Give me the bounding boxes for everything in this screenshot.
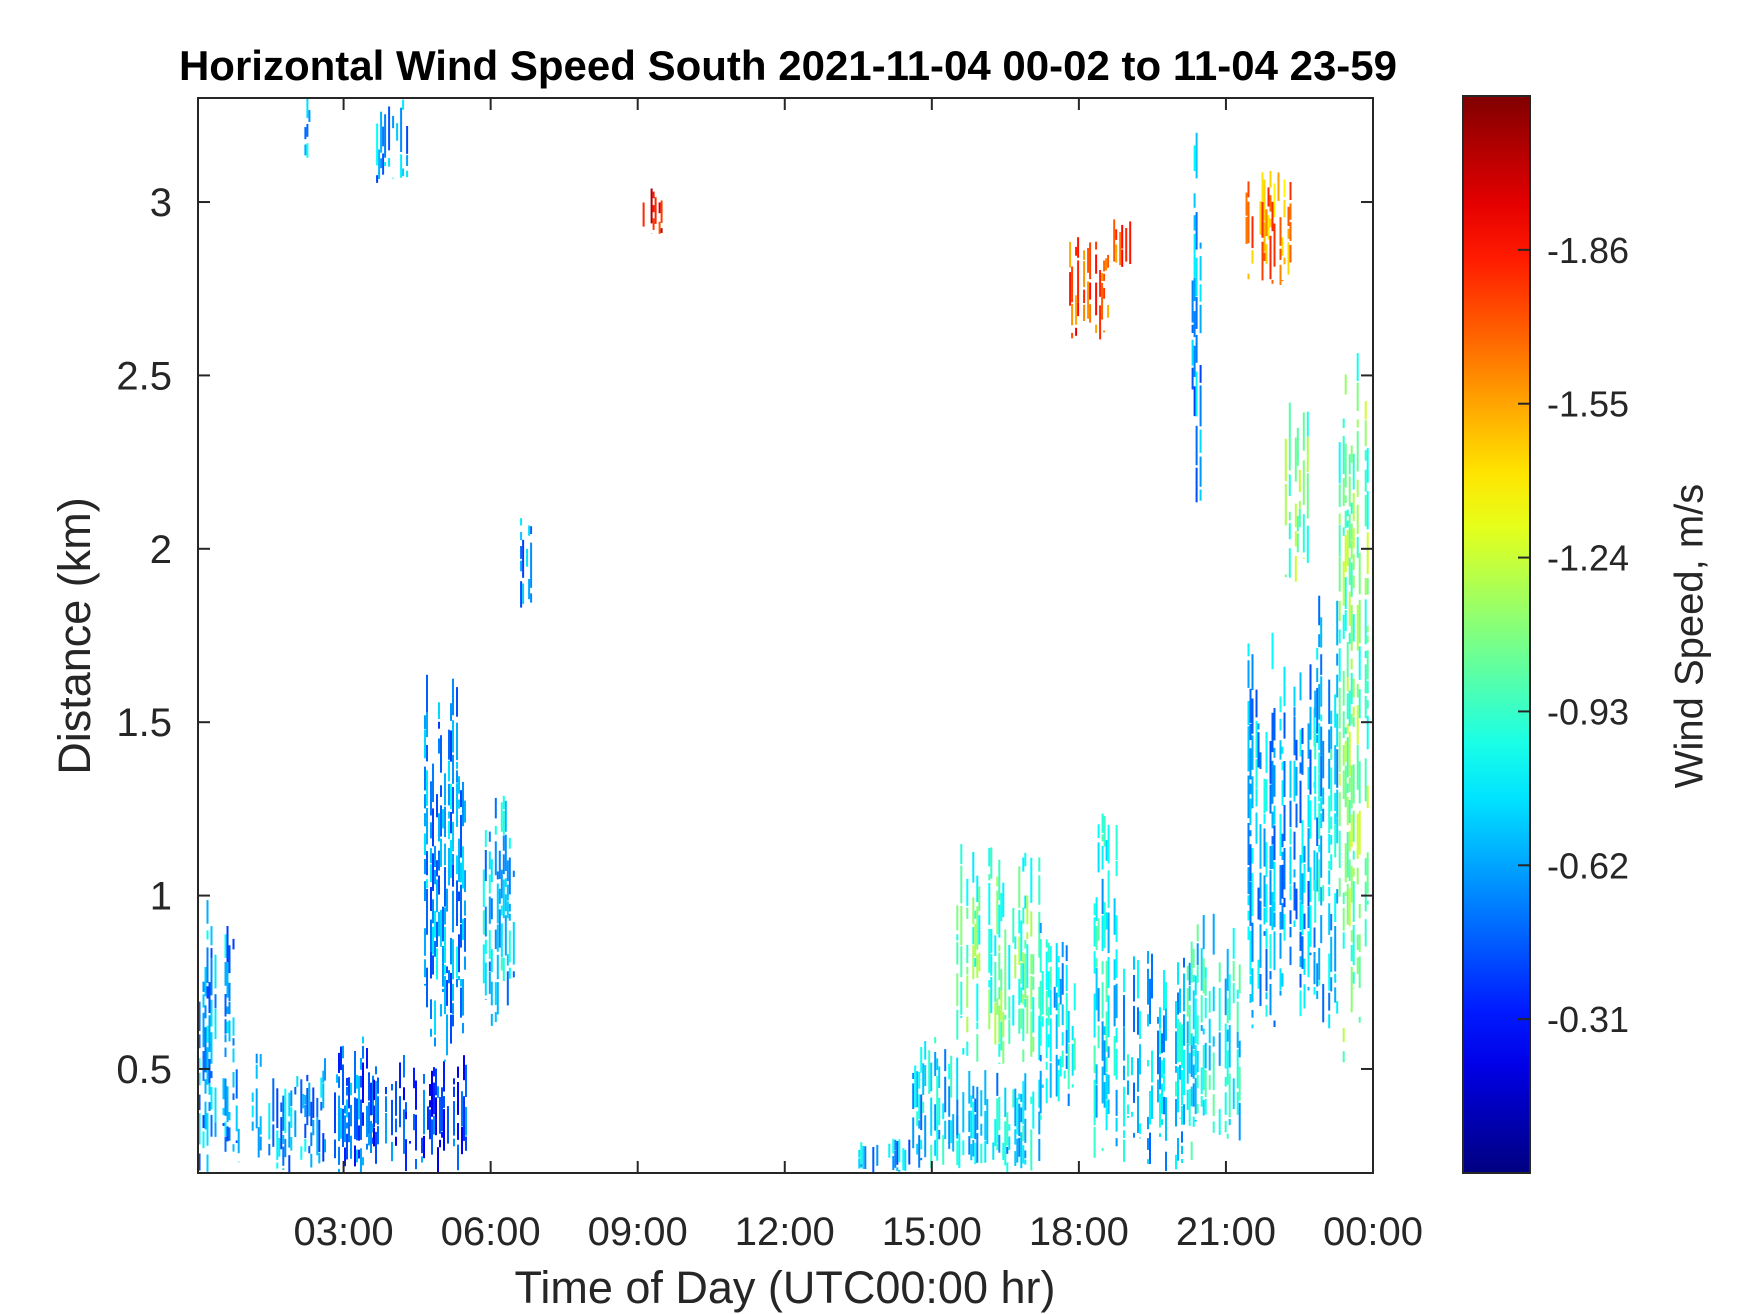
colorbar-tick-label: -1.86 [1547, 230, 1629, 271]
y-tick-label: 0.5 [116, 1048, 172, 1092]
colorbar [1463, 96, 1530, 1173]
x-tick-label: 09:00 [588, 1210, 688, 1254]
data-region-19 [1069, 237, 1109, 339]
data-region-3 [324, 1037, 374, 1173]
data-region-23 [1248, 633, 1316, 1029]
y-tick-label: 1 [150, 875, 172, 919]
data-region-20 [1113, 219, 1131, 267]
data-region-11 [858, 1139, 910, 1173]
data-region-14 [956, 844, 1040, 1064]
data-region-21 [1192, 133, 1202, 503]
data-region-4 [373, 1055, 467, 1173]
colorbar-tick-label: -1.24 [1547, 538, 1629, 579]
x-axis-ticks: 03:00 06:00 09:00 12:00 15:00 18:00 21:00 00:00 [294, 98, 1424, 1254]
data-region-7 [304, 98, 310, 158]
data-region-12 [912, 1037, 958, 1170]
x-tick-label: 12:00 [735, 1210, 835, 1254]
x-tick-label: 18:00 [1029, 1210, 1129, 1254]
data-region-18 [1187, 914, 1241, 1160]
colorbar-ticks: -0.31 -0.62 -0.93 -1.24 -1.55 -1.86 [1518, 230, 1629, 1040]
y-axis-label: Distance (km) [49, 497, 101, 775]
x-tick-label: 06:00 [441, 1210, 541, 1254]
data-region-26 [1339, 353, 1375, 1062]
x-tick-label: 15:00 [882, 1210, 982, 1254]
colorbar-label: Wind Speed, m/s [1668, 484, 1713, 789]
data-region-22 [1246, 171, 1292, 285]
x-tick-label: 21:00 [1176, 1210, 1276, 1254]
data-region-24 [1285, 403, 1309, 582]
colorbar-tick-label: -0.62 [1547, 845, 1629, 886]
x-tick-label: 00:00 [1323, 1210, 1423, 1254]
data-region-1 [236, 1054, 262, 1163]
data-region-13 [956, 1070, 1040, 1172]
data-region-15 [1040, 923, 1076, 1120]
data-region-25 [1314, 596, 1338, 1029]
x-tick-label: 03:00 [294, 1210, 394, 1254]
data-region-8 [376, 100, 408, 183]
data-region-0 [199, 900, 235, 1172]
data-region-2 [268, 1071, 324, 1173]
y-tick-label: 2.5 [116, 354, 172, 398]
data-region-9 [520, 518, 532, 607]
data-region-17 [1123, 951, 1185, 1171]
data-region-16 [1094, 814, 1118, 1158]
data-region-6 [483, 796, 515, 1026]
y-axis-ticks: 0.5 1 1.5 2 2.5 3 [116, 181, 1373, 1092]
y-tick-label: 2 [150, 528, 172, 572]
heatmap-data [199, 98, 1375, 1173]
data-region-5 [424, 675, 466, 1062]
colorbar-tick-label: -1.55 [1547, 384, 1629, 425]
x-axis-label: Time of Day (UTC00:00 hr) [200, 1262, 1370, 1314]
y-tick-label: 3 [150, 181, 172, 225]
colorbar-tick-label: -0.93 [1547, 691, 1629, 732]
y-tick-label: 1.5 [116, 701, 172, 745]
data-region-10 [643, 189, 663, 234]
colorbar-tick-label: -0.31 [1547, 999, 1629, 1040]
